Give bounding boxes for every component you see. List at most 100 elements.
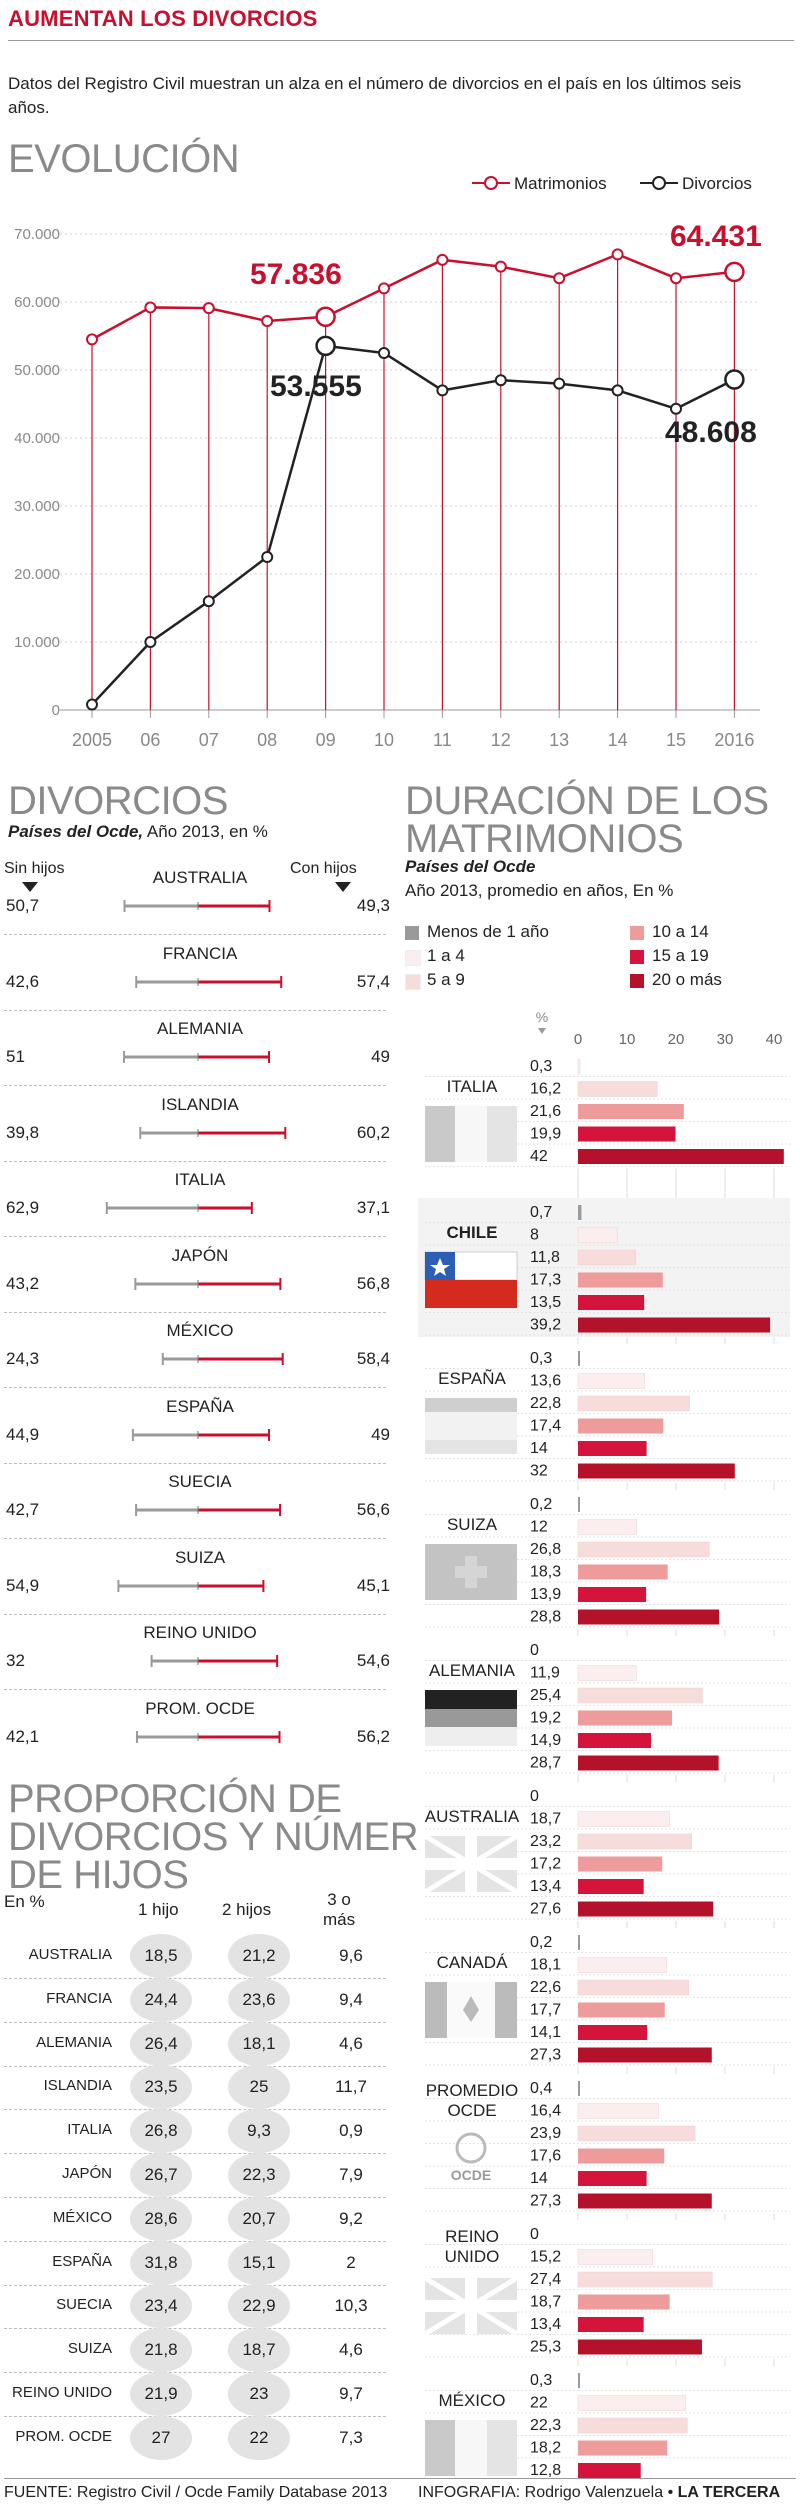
proporcion-col3-line2: más	[323, 1910, 356, 1929]
divorcios-bar-svg	[105, 1202, 253, 1214]
duracion-title: DURACIÓN DE LOS MATRIMONIOS	[405, 779, 769, 859]
bar-value-label: 14	[530, 1440, 548, 1457]
data-point	[202, 302, 215, 315]
divorcios-right-label: Con hijos	[290, 860, 357, 877]
evolution-line-chart: 0 10.000 20.000 30.000 40.000 50.000 60.000 70.…	[14, 226, 760, 750]
country-label: AUSTRALIA	[425, 1807, 520, 1826]
country-label: ALEMANIA	[429, 1661, 516, 1680]
x-tick-label: 2005	[72, 730, 112, 750]
flag-icon-chile	[424, 1251, 518, 1308]
value-circle: 25	[228, 2065, 290, 2110]
bar-value-label: 0	[530, 1788, 539, 1805]
flag-shade	[425, 1544, 517, 1600]
value-circle: 18,7	[228, 2328, 290, 2373]
divorcios-subtitle-bold: Países del Ocde,	[8, 822, 144, 841]
proporcion-col3: 3 o más	[323, 1890, 355, 1930]
data-point	[553, 377, 566, 390]
duration-bar	[578, 1463, 735, 1479]
value-text: 9,6	[339, 1946, 363, 1965]
value-circle: 18,1	[228, 2021, 290, 2066]
proporcion-title-line: PROPORCIÓN DE	[8, 1777, 342, 1821]
duration-bar	[577, 1249, 637, 1266]
x-tick-label: 09	[316, 730, 336, 750]
bar-value-label: 27,3	[530, 2047, 561, 2064]
arrow-down-left-icon	[22, 882, 38, 892]
bar-value-label: 0,7	[530, 1204, 552, 1221]
proporcion-country: ALEMANIA	[36, 2033, 112, 2051]
legend-marker-matrimonios	[484, 176, 498, 190]
arrow-down-right-icon	[335, 882, 351, 892]
flag-icon-reino-unido	[423, 2275, 519, 2337]
data-point	[724, 369, 745, 390]
duration-bar	[578, 2440, 668, 2456]
value-text: 9,7	[339, 2384, 363, 2403]
leaf-icon	[463, 1996, 479, 2022]
divorcios-country: SUECIA	[168, 1472, 232, 1491]
value-text: 4,6	[339, 2033, 363, 2053]
x-tick-label: 10	[374, 730, 394, 750]
row-separator	[4, 2416, 386, 2417]
proporcion-unit: En %	[4, 1892, 45, 1911]
duration-bar	[578, 1295, 645, 1310]
divorcios-right-value: 45,1	[356, 1575, 390, 1595]
footer-source: FUENTE: Registro Civil / Ocde Family Dat…	[4, 2484, 388, 2501]
duration-bar	[578, 1901, 714, 1917]
proporcion-title: PROPORCIÓN DE DIVORCIOS Y NÚMERO DE HIJO…	[8, 1777, 449, 1895]
bar-value-label: 8	[530, 1227, 539, 1244]
bar-value-label: 17,6	[530, 2148, 561, 2165]
proporcion-country: PROM. OCDE	[15, 2427, 112, 2445]
bar-value-label: 0,3	[530, 1058, 552, 1075]
flag-band	[455, 2420, 487, 2476]
legend-label: 10 a 14	[652, 922, 709, 941]
value-text: 2	[346, 2252, 356, 2272]
row-separator	[4, 934, 386, 935]
row-separator	[4, 2328, 386, 2330]
bar-value-label: 19,9	[530, 1126, 561, 1143]
legend-marker-divorcios	[652, 176, 666, 190]
duration-bar	[578, 1733, 652, 1748]
bar-value-label: 13,6	[530, 1373, 561, 1390]
country-label: SUIZA	[447, 1515, 498, 1534]
proporcion-title-line: DIVORCIOS Y NÚMERO	[8, 1815, 449, 1859]
divorcios-country: ESPAÑA	[166, 1396, 234, 1416]
bar-value-label: 26,8	[530, 1541, 561, 1558]
legend-swatch	[630, 950, 644, 964]
duration-bar	[577, 1833, 692, 1850]
bar-value-label: 28,8	[530, 1609, 561, 1626]
flag-icon-méxico	[425, 2420, 517, 2476]
footer-credit: INFOGRAFIA: Rodrigo Valenzuela • LA TERC…	[418, 2484, 780, 2502]
data-point	[494, 374, 507, 387]
country-label: OCDE	[447, 2101, 496, 2120]
duration-bar	[577, 2417, 688, 2434]
duration-bar	[578, 2373, 580, 2388]
divorcios-left-value: 42,7	[6, 1500, 40, 1519]
legend-swatch	[405, 926, 419, 940]
value-circle: 26,4	[130, 2021, 192, 2066]
divorcios-right-value: 37,1	[356, 1198, 390, 1217]
row-separator	[4, 1160, 386, 1162]
row-separator	[4, 2284, 386, 2286]
value-text: 10,3	[334, 2296, 368, 2316]
divorcios-bar-svg	[150, 1655, 279, 1667]
row-separator	[4, 1689, 386, 1690]
data-point	[670, 402, 682, 415]
bar-value-label: 13,4	[530, 2316, 561, 2333]
duracion-title-line: DURACIÓN DE LOS	[405, 779, 769, 823]
bar-value-label: 27,3	[530, 2193, 561, 2210]
divorcios-bar-svg	[123, 900, 271, 912]
proporcion-col3-line1: 3 o	[327, 1890, 351, 1909]
duration-bar	[578, 1351, 580, 1366]
duration-bar	[577, 1811, 670, 1827]
x-tick-label: 08	[257, 730, 277, 750]
bar-value-label: 12	[530, 1519, 548, 1536]
divorcios-bar-svg	[161, 1353, 284, 1365]
duration-bar	[578, 2463, 641, 2478]
duration-bar	[577, 1081, 658, 1097]
bar-value-label: 17,4	[530, 1418, 561, 1435]
callout-divorcios-2016: 48.608	[665, 416, 757, 449]
row-separator	[4, 1978, 386, 1979]
duration-bar	[578, 2081, 580, 2096]
proporcion-country: AUSTRALIA	[28, 1946, 112, 1963]
bar-value-label: 16,2	[530, 1081, 561, 1098]
data-point	[611, 384, 624, 397]
